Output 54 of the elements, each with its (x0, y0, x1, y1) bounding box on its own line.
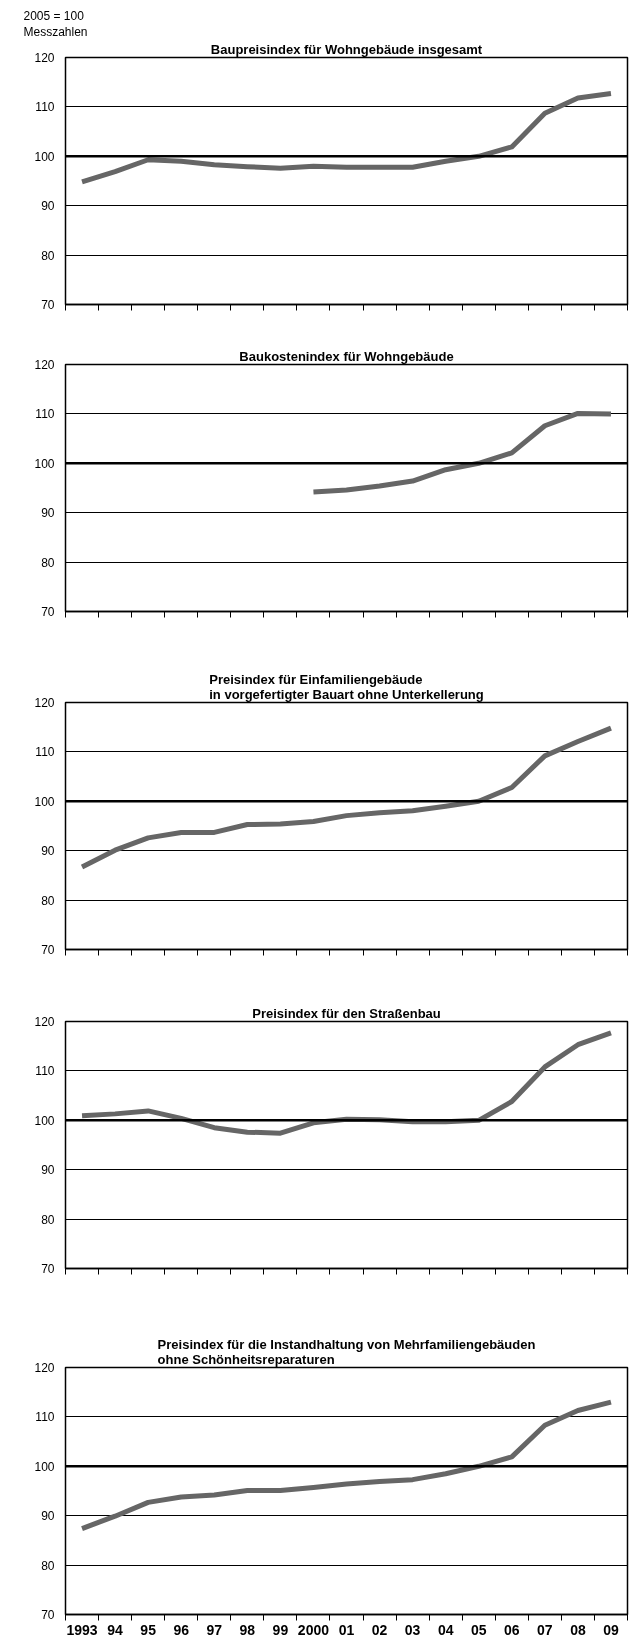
x-tick-label: 09 (603, 1621, 619, 1638)
y-tick-label: 80 (41, 893, 55, 908)
y-tick-label: 70 (41, 943, 55, 957)
y-tick-label: 100 (34, 1113, 55, 1128)
x-tick-label: 98 (239, 1621, 256, 1638)
y-tick-label: 100 (34, 149, 55, 164)
y-tick-label: 90 (41, 199, 55, 214)
y-tick-label: 70 (41, 605, 55, 619)
x-tick-label: 96 (173, 1621, 190, 1638)
x-tick-label: 04 (437, 1621, 454, 1638)
y-tick-label: 90 (41, 506, 55, 521)
x-tick-label: 05 (470, 1621, 487, 1638)
y-tick-label: 110 (35, 1064, 55, 1079)
x-tick-label: 95 (140, 1621, 157, 1638)
y-tick-label: 100 (34, 794, 55, 809)
x-tick-label: 08 (570, 1621, 586, 1638)
y-axis-title: Messzahlen (23, 24, 88, 39)
y-tick-label: 100 (34, 1459, 55, 1474)
y-tick-label: 80 (41, 1558, 55, 1573)
y-tick-label: 70 (41, 1262, 55, 1276)
x-tick-label: 97 (206, 1621, 223, 1638)
chart-title: Preisindex für den Straßenbau (252, 1005, 441, 1021)
chart-title: Baupreisindex für Wohngebäude insgesamt (210, 41, 483, 57)
chart-title: Preisindex für die Instandhaltung von Mehrfamiliengebäuden ohne Schönheitsreparaturen (157, 1336, 536, 1367)
y-tick-label: 90 (41, 1163, 55, 1178)
y-tick-label: 110 (35, 407, 55, 422)
y-tick-label: 120 (34, 1361, 55, 1375)
y-tick-label: 110 (35, 745, 55, 760)
y-tick-label: 90 (41, 844, 55, 859)
y-tick-label: 70 (41, 298, 55, 312)
x-tick-label: 01 (338, 1621, 355, 1638)
x-tick-label: 06 (504, 1621, 520, 1638)
chart-title: Preisindex für Einfamiliengebäude in vorgefertigter Bauart ohne Unterkellerung (209, 671, 484, 702)
y-tick-label: 110 (35, 1410, 55, 1425)
chart-title: Baukostenindex für Wohngebäude (239, 348, 454, 364)
x-tick-label: 07 (537, 1621, 553, 1638)
y-tick-label: 100 (34, 456, 55, 471)
y-tick-label: 120 (34, 1015, 55, 1029)
y-tick-label: 80 (41, 1212, 55, 1227)
y-tick-label: 80 (41, 248, 55, 263)
y-tick-label: 110 (35, 100, 55, 115)
x-tick-label: 03 (404, 1621, 421, 1638)
y-tick-label: 120 (34, 358, 55, 372)
text: 2005 = 100 (23, 8, 85, 23)
y-tick-label: 90 (41, 1509, 55, 1524)
x-tick-label: 1993 (66, 1621, 98, 1638)
y-tick-label: 120 (34, 696, 55, 710)
y-tick-label: 70 (41, 1608, 55, 1622)
x-tick-label: 94 (107, 1621, 124, 1638)
x-tick-label: 02 (371, 1621, 388, 1638)
x-tick-label: 2000 (297, 1621, 330, 1638)
x-tick-label: 99 (272, 1621, 289, 1638)
y-tick-label: 80 (41, 555, 55, 570)
y-tick-label: 120 (34, 51, 55, 65)
